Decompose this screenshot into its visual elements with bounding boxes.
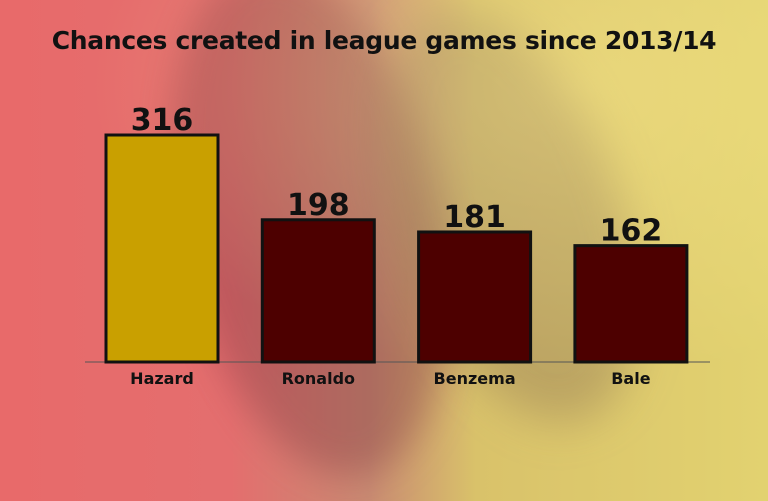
category-label: Benzema: [434, 369, 516, 388]
bar-benzema: [417, 230, 533, 364]
bar-hazard: [104, 133, 220, 364]
data-label: 181: [443, 200, 506, 235]
category-label: Hazard: [130, 369, 194, 388]
bar-chart: 316 Hazard 198 Ronaldo 181 Benzema 162 Bale: [85, 103, 710, 388]
category-label: Bale: [611, 369, 650, 388]
category-label: Ronaldo: [282, 369, 355, 388]
data-label: 316: [131, 103, 194, 138]
bar-ronaldo: [260, 218, 376, 364]
chart-title: Chances created in league games since 20…: [51, 26, 717, 55]
data-label: 198: [287, 188, 350, 223]
bar-bale: [573, 244, 689, 364]
data-label: 162: [600, 214, 663, 249]
